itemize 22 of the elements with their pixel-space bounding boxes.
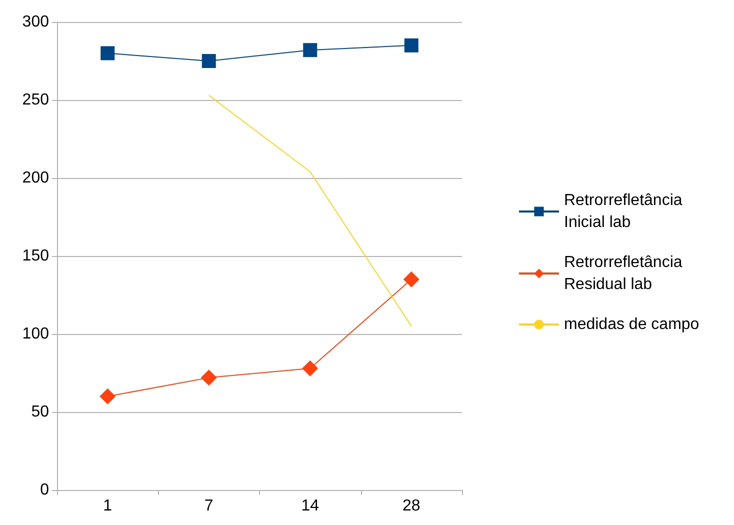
x-tick-label: 28 [402, 498, 420, 514]
legend-label: Retrorrefletância Residual lab [564, 254, 687, 293]
point [100, 388, 116, 404]
point [303, 43, 318, 58]
point [202, 54, 216, 68]
legend-label: medidas de campo [564, 316, 700, 333]
y-tick-label: 300 [22, 14, 50, 30]
y-tick-label: 100 [22, 326, 50, 342]
x-tick-label: 7 [204, 498, 214, 514]
x-tick-label: 14 [301, 498, 320, 514]
legend-label: Retrorrefletância Inicial lab [564, 192, 687, 231]
point [403, 271, 420, 288]
point [100, 46, 115, 60]
y-tick-label: 150 [22, 248, 50, 264]
point [404, 38, 418, 52]
point [302, 360, 318, 376]
y-tick-label: 50 [31, 404, 50, 420]
x-tick-label: 1 [103, 498, 112, 514]
point [200, 370, 217, 386]
y-tick-label: 0 [40, 482, 50, 498]
y-tick-label: 200 [22, 170, 50, 186]
y-tick-label: 250 [22, 92, 50, 108]
